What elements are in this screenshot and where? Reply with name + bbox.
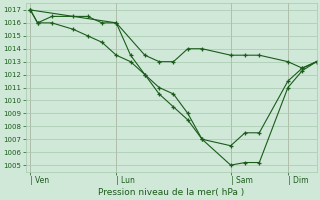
X-axis label: Pression niveau de la mer( hPa ): Pression niveau de la mer( hPa )	[98, 188, 244, 197]
